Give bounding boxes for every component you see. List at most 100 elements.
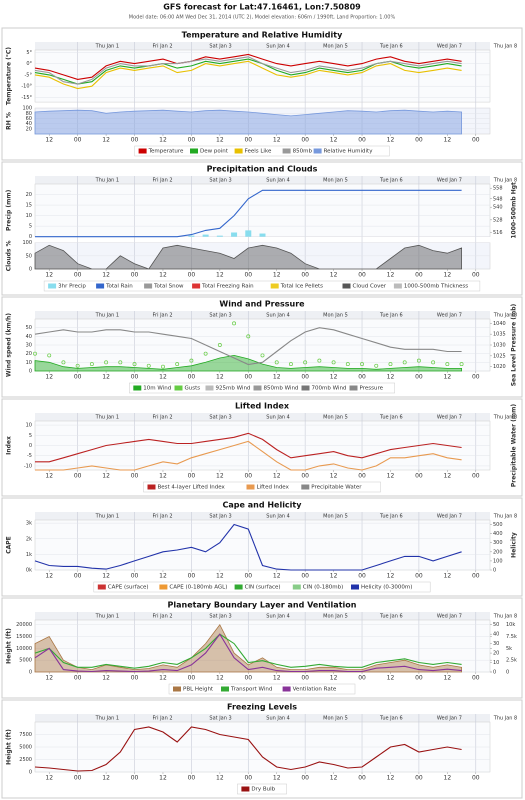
y-tick-label: 7.5k xyxy=(506,634,517,640)
y-tick-label: 0 xyxy=(29,267,32,273)
x-tick-label: 12 xyxy=(45,573,53,580)
day-label: Wed Jan 7 xyxy=(437,614,462,620)
day-label: Thu Jan 1 xyxy=(95,44,119,50)
x-tick-label: 00 xyxy=(188,473,196,480)
legend-swatch xyxy=(234,148,243,154)
y-tick-label: 1030 xyxy=(493,343,506,349)
x-tick-label: 00 xyxy=(74,137,82,144)
x-tick-label: 00 xyxy=(244,775,252,782)
x-tick-label: 00 xyxy=(244,272,252,279)
bar xyxy=(259,233,266,237)
day-label: Fri Jan 2 xyxy=(153,614,173,620)
x-tick-label: 00 xyxy=(301,775,309,782)
day-label: Sun Jan 4 xyxy=(266,514,290,520)
y-tick-label: 558 xyxy=(493,186,503,192)
y-tick-label: 2500 xyxy=(19,757,32,763)
chart-title: Freezing Levels xyxy=(227,703,297,712)
x-tick-label: 12 xyxy=(387,573,395,580)
day-label: Thu Jan 8 xyxy=(493,415,517,421)
y-tick-label: 3k xyxy=(26,521,32,527)
axis-label: CAPE xyxy=(6,536,13,554)
x-tick-label: 00 xyxy=(131,473,139,480)
day-label: Thu Jan 8 xyxy=(493,178,517,184)
legend-swatch xyxy=(190,148,198,154)
x-tick-label: 12 xyxy=(159,573,167,580)
legend-box xyxy=(93,581,431,593)
dot xyxy=(189,358,194,363)
y-tick-label: 0 xyxy=(29,670,32,676)
day-strip xyxy=(35,176,490,184)
y-tick-label: 10 xyxy=(493,660,499,666)
x-tick-label: 12 xyxy=(102,675,110,682)
dot xyxy=(374,363,379,368)
x-tick-label: 12 xyxy=(387,374,395,381)
day-label: Sat Jan 3 xyxy=(209,716,231,722)
y-tick-label: 0 xyxy=(493,670,496,676)
dot xyxy=(331,360,336,365)
day-label: Thu Jan 1 xyxy=(95,415,119,421)
x-tick-label: 12 xyxy=(45,374,53,381)
y-tick-label: 100 xyxy=(493,558,503,564)
page-subtitle: Model date: 06:00 AM Wed Dec 31, 2014 (U… xyxy=(129,15,396,21)
y-tick-label: 528 xyxy=(493,217,503,223)
dot xyxy=(274,360,279,365)
legend-swatch xyxy=(393,283,402,289)
x-tick-label: 00 xyxy=(244,573,252,580)
legend-swatch xyxy=(241,786,250,792)
x-tick-label: 00 xyxy=(131,775,139,782)
x-tick-label: 00 xyxy=(472,775,480,782)
x-tick-label: 12 xyxy=(102,473,110,480)
legend-swatch xyxy=(96,283,105,289)
day-label: Sat Jan 3 xyxy=(209,614,231,620)
axis-label: Temperature (°C) xyxy=(6,47,13,105)
x-tick-label: 00 xyxy=(74,573,82,580)
day-label: Wed Jan 7 xyxy=(437,514,462,520)
dot xyxy=(360,362,364,367)
x-tick-label: 12 xyxy=(387,775,395,782)
x-tick-label: 00 xyxy=(74,272,82,279)
day-label: Fri Jan 2 xyxy=(153,44,173,50)
bar xyxy=(245,230,252,237)
x-tick-label: 12 xyxy=(273,675,281,682)
y-tick-label: 0 xyxy=(29,443,32,449)
x-tick-label: 12 xyxy=(216,675,224,682)
x-tick-label: 00 xyxy=(358,675,366,682)
day-label: Fri Jan 2 xyxy=(153,313,173,319)
y-tick-label: 1040 xyxy=(493,321,506,327)
x-tick-label: 00 xyxy=(358,272,366,279)
x-tick-label: 12 xyxy=(330,374,338,381)
x-tick-label: 12 xyxy=(45,473,53,480)
day-strip xyxy=(35,612,490,620)
legend-label: Total Ice Pellets xyxy=(280,284,323,290)
day-strip xyxy=(35,42,490,50)
x-tick-label: 12 xyxy=(159,374,167,381)
legend-label: Gusts xyxy=(185,386,201,392)
legend-swatch xyxy=(351,584,359,590)
y-tick-label: 50 xyxy=(26,253,32,259)
y-tick-label: 5000 xyxy=(19,745,32,751)
y-tick-label: 10k xyxy=(506,622,515,628)
dot xyxy=(217,343,222,347)
x-tick-label: 12 xyxy=(102,374,110,381)
legend-label: Ventilation Rate xyxy=(293,687,337,693)
legend-swatch xyxy=(349,385,358,391)
bar xyxy=(188,235,195,237)
y-tick-label: 40 xyxy=(26,121,32,127)
y-tick-label: 0° xyxy=(26,61,32,67)
x-tick-label: 00 xyxy=(301,573,309,580)
legend-label: Dew point xyxy=(200,149,229,155)
legend-swatch xyxy=(173,686,181,692)
day-label: Thu Jan 1 xyxy=(95,313,119,319)
legend-swatch xyxy=(147,484,156,490)
day-label: Tue Jan 6 xyxy=(379,716,403,722)
day-label: Tue Jan 6 xyxy=(379,514,403,520)
x-tick-label: 12 xyxy=(330,775,338,782)
day-label: Sat Jan 3 xyxy=(209,415,231,421)
legend-label: 3hr Precip xyxy=(58,284,86,290)
day-label: Sun Jan 4 xyxy=(266,614,290,620)
x-tick-label: 12 xyxy=(159,775,167,782)
y-tick-label: -10° xyxy=(21,84,32,90)
x-tick-label: 00 xyxy=(358,137,366,144)
dot xyxy=(303,360,308,365)
